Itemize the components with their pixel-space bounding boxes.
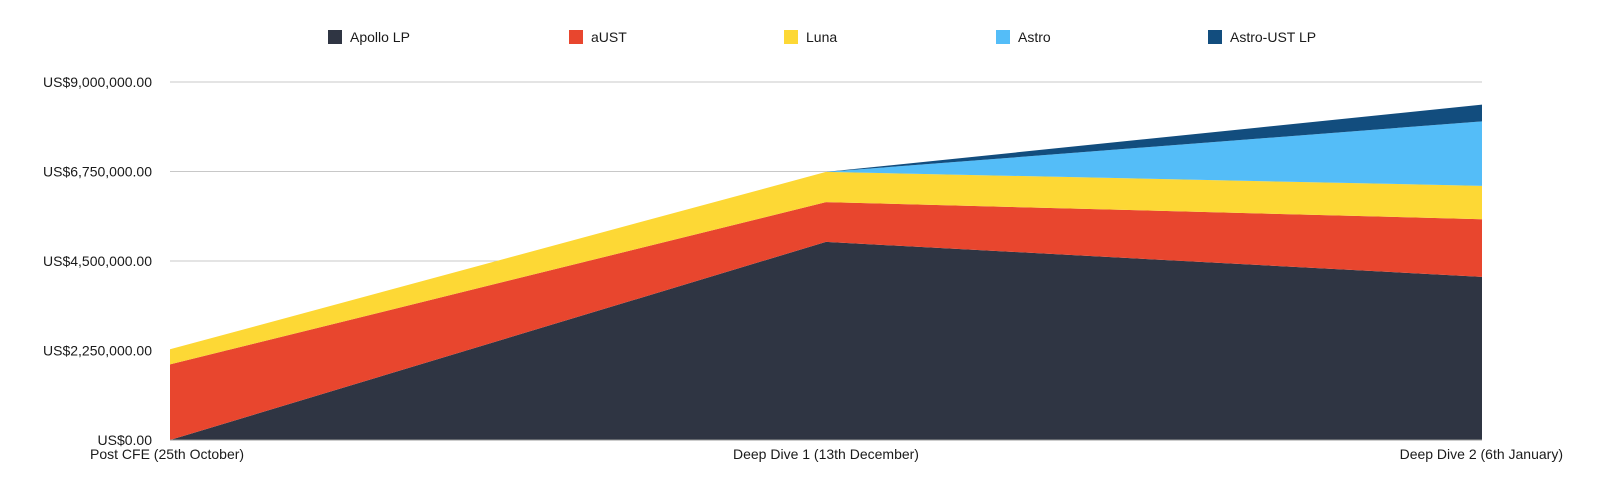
x-tick-label: Deep Dive 2 (6th January)	[1400, 446, 1563, 462]
legend-item-apollo-lp: Apollo LP	[328, 29, 410, 45]
x-tick-label: Post CFE (25th October)	[90, 446, 244, 462]
x-tick-label: Deep Dive 1 (13th December)	[733, 446, 919, 462]
legend-label: Luna	[806, 29, 837, 45]
y-tick-label: US$9,000,000.00	[43, 74, 152, 90]
legend-item-astro: Astro	[996, 29, 1051, 45]
legend-swatch	[996, 30, 1010, 44]
y-tick-label: US$6,750,000.00	[43, 164, 152, 180]
area-aust	[170, 202, 1482, 440]
legend-item-luna: Luna	[784, 29, 837, 45]
area-luna	[170, 171, 1482, 365]
x-axis: Post CFE (25th October) Deep Dive 1 (13th…	[90, 439, 1563, 462]
area-astro-ust-lp	[170, 104, 1482, 350]
legend-swatch	[328, 30, 342, 44]
legend-item-aust: aUST	[569, 29, 627, 45]
legend-swatch	[784, 30, 798, 44]
y-tick-label: US$0.00	[98, 432, 153, 448]
legend-swatch	[569, 30, 583, 44]
legend-label: aUST	[591, 29, 627, 45]
legend-label: Astro-UST LP	[1230, 29, 1316, 45]
legend-item-astro-ust-lp: Astro-UST LP	[1208, 29, 1316, 45]
series-areas	[170, 104, 1482, 440]
area-astro	[170, 121, 1482, 350]
legend-swatch	[1208, 30, 1222, 44]
legend-label: Apollo LP	[350, 29, 410, 45]
legend: Apollo LP aUST Luna Astro Astro-UST LP	[328, 29, 1316, 45]
y-axis: US$0.00 US$2,250,000.00 US$4,500,000.00 US$…	[43, 74, 152, 448]
y-tick-label: US$4,500,000.00	[43, 253, 152, 269]
area-apollo-lp	[170, 241, 1482, 440]
legend-label: Astro	[1018, 29, 1051, 45]
y-tick-label: US$2,250,000.00	[43, 343, 152, 359]
